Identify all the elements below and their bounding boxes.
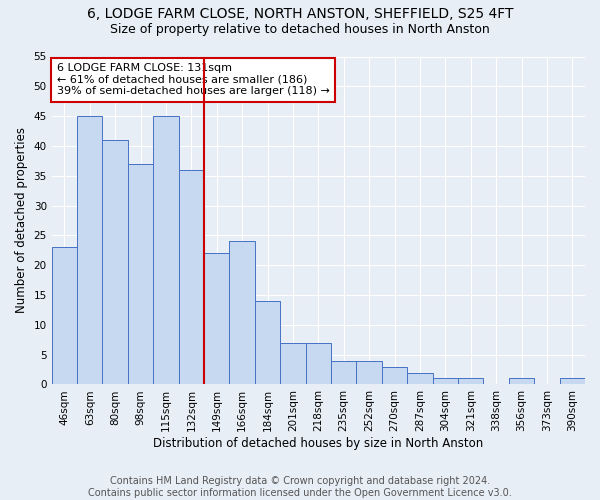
Text: 6, LODGE FARM CLOSE, NORTH ANSTON, SHEFFIELD, S25 4FT: 6, LODGE FARM CLOSE, NORTH ANSTON, SHEFF… [87, 8, 513, 22]
Bar [280, 342, 305, 384]
Bar [433, 378, 458, 384]
Bar [128, 164, 153, 384]
Bar [560, 378, 585, 384]
Bar [77, 116, 103, 384]
Bar [458, 378, 484, 384]
Bar [509, 378, 534, 384]
Bar [229, 242, 255, 384]
Bar [407, 372, 433, 384]
Bar [382, 366, 407, 384]
Bar [153, 116, 179, 384]
Text: 6 LODGE FARM CLOSE: 131sqm
← 61% of detached houses are smaller (186)
39% of sem: 6 LODGE FARM CLOSE: 131sqm ← 61% of deta… [57, 63, 330, 96]
Text: Contains HM Land Registry data © Crown copyright and database right 2024.
Contai: Contains HM Land Registry data © Crown c… [88, 476, 512, 498]
Bar [103, 140, 128, 384]
Bar [179, 170, 204, 384]
X-axis label: Distribution of detached houses by size in North Anston: Distribution of detached houses by size … [153, 437, 484, 450]
Bar [52, 248, 77, 384]
Bar [356, 360, 382, 384]
Text: Size of property relative to detached houses in North Anston: Size of property relative to detached ho… [110, 22, 490, 36]
Bar [204, 254, 229, 384]
Y-axis label: Number of detached properties: Number of detached properties [15, 128, 28, 314]
Bar [255, 301, 280, 384]
Bar [305, 342, 331, 384]
Bar [331, 360, 356, 384]
